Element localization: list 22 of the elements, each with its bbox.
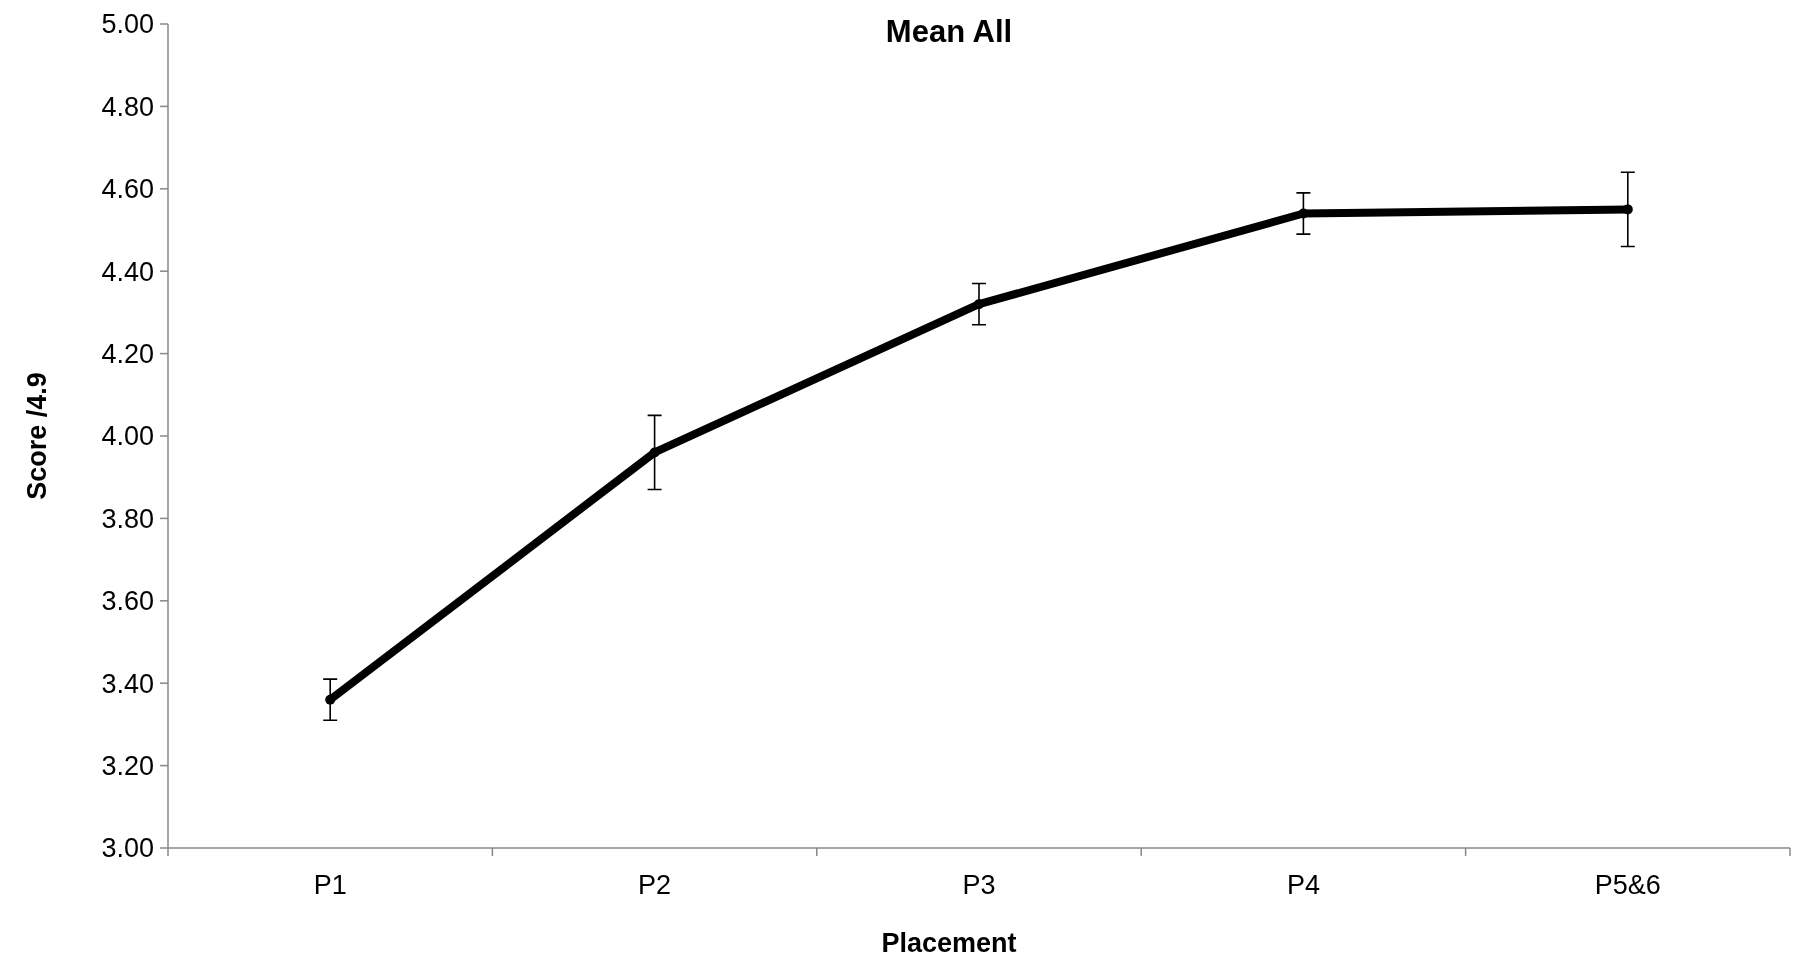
- y-tick-label: 4.20: [101, 339, 154, 370]
- y-tick-label: 3.00: [101, 833, 154, 864]
- y-tick-label: 4.60: [101, 174, 154, 205]
- x-tick-label: P5&6: [1594, 870, 1661, 900]
- point: [649, 447, 660, 458]
- y-tick-label: 3.60: [101, 586, 154, 617]
- y-tick-label: 3.80: [101, 503, 154, 534]
- y-tick-label: 4.80: [101, 91, 154, 122]
- point: [974, 299, 984, 310]
- y-tick-label: 5.00: [101, 9, 154, 40]
- y-tick-label: 4.40: [101, 256, 154, 287]
- x-tick-label: P4: [1286, 870, 1320, 900]
- x-tick-label: P2: [638, 870, 672, 900]
- y-tick-label: 3.20: [101, 751, 154, 782]
- chart-title: Mean All: [885, 14, 1013, 49]
- point: [325, 694, 336, 705]
- x-tick-label: P3: [962, 870, 996, 900]
- x-tick-label: P1: [313, 870, 347, 900]
- y-axis-title: Score /4.9: [22, 372, 52, 500]
- y-tick-label: 3.40: [101, 668, 154, 699]
- x-axis-title: Placement: [881, 928, 1017, 958]
- y-tick-label: 4.00: [101, 421, 154, 452]
